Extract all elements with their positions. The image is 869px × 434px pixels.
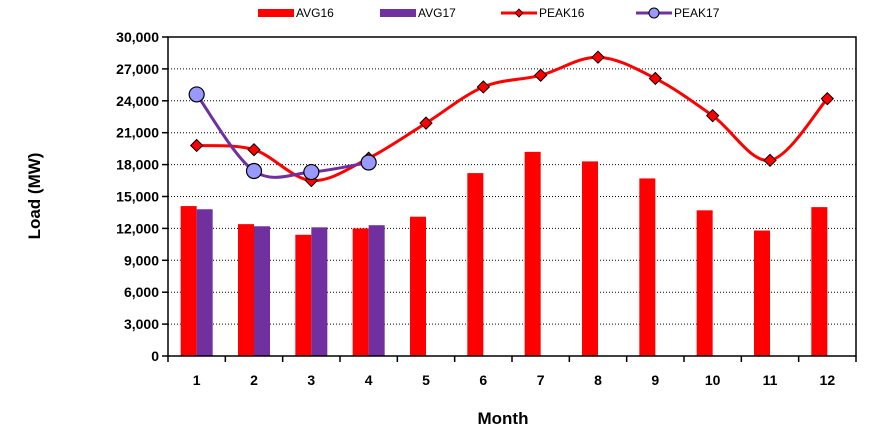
point-peak17 [303,163,320,181]
y-tick-label: 6,000 [124,284,159,300]
x-tick-label: 12 [820,372,836,388]
legend-swatch-avg17 [380,9,416,17]
bar-avg16 [754,230,770,356]
line-peak16 [196,55,829,183]
x-tick-label: 1 [193,372,201,388]
x-tick-label: 10 [705,372,721,388]
point-peak16 [476,80,491,94]
x-tick-label: 5 [422,372,430,388]
legend-swatch-avg16 [258,9,294,17]
point-peak17 [360,154,377,171]
point-peak16 [533,68,548,82]
legend-label-avg17: AVG17 [418,6,456,20]
point-peak17 [188,86,205,103]
bar-avg17 [254,226,270,356]
legend-label-peak17: PEAK17 [674,6,720,20]
bar-avg16 [639,178,656,356]
y-tick-label: 0 [151,348,159,364]
point-peak16 [419,116,433,130]
y-tick-label: 9,000 [124,252,159,268]
x-tick-label: 7 [537,372,545,388]
point-peak17 [245,162,263,180]
x-tick-label: 9 [651,372,659,388]
y-tick-label: 27,000 [116,61,159,77]
x-tick-label: 11 [763,372,778,388]
point-peak16 [591,50,605,64]
y-tick-label: 15,000 [116,189,159,205]
legend-marker-peak16 [514,8,524,18]
legend: AVG16 AVG17 PEAK16 PEAK17 [258,6,720,20]
x-tick-labels: 1 2 3 4 5 6 7 8 9 10 11 12 [193,372,836,388]
y-tick-labels: 0 3,000 6,000 9,000 12,000 15,000 18,000 21,000… [116,29,159,364]
axes [162,36,857,362]
bar-avg16 [696,210,713,356]
point-peak16 [705,108,720,123]
y-axis-title: Load (MW) [25,153,44,240]
bar-avg17 [368,225,385,356]
y-tick-label: 24,000 [116,93,159,109]
y-tick-label: 12,000 [116,220,159,236]
x-tick-label: 2 [250,372,258,388]
gridlines [168,68,856,325]
lines [188,50,835,188]
bar-avg16 [467,173,484,356]
x-axis-title: Month [478,409,529,428]
y-tick-label: 18,000 [116,157,159,173]
bar-avg16 [352,228,369,356]
bar-avg16 [238,224,254,356]
legend-marker-peak17 [648,7,660,19]
bar-avg16 [524,151,541,356]
y-tick-label: 3,000 [124,316,159,332]
bar-avg16 [295,234,312,356]
point-peak16 [763,153,777,168]
bar-avg16 [180,206,197,356]
line-peak17 [195,93,369,179]
point-peak16 [820,91,835,106]
point-peak16 [189,138,204,153]
bars [180,151,828,356]
bar-avg16 [582,161,598,356]
x-tick-label: 6 [479,372,487,388]
y-tick-label: 21,000 [116,125,159,141]
bar-avg17 [311,227,328,356]
bar-avg17 [196,209,213,356]
legend-label-peak16: PEAK16 [539,6,585,20]
legend-label-avg16: AVG16 [296,6,334,20]
x-tick-label: 8 [594,372,602,388]
x-tick-label: 4 [365,372,373,388]
plot-frame [167,36,857,357]
y-tick-label: 30,000 [116,29,159,45]
x-tick-label: 3 [307,372,315,388]
bar-avg16 [410,216,426,356]
bar-avg16 [811,207,828,356]
point-peak16 [648,71,663,86]
point-peak16 [247,143,261,157]
